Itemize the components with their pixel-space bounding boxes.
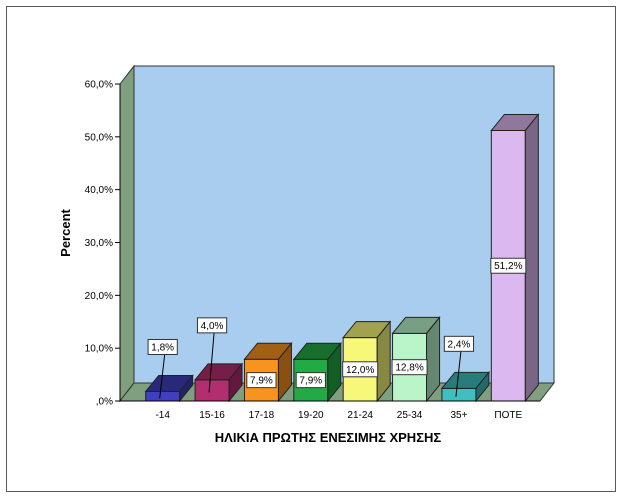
x-tick-label: 35+: [450, 410, 467, 421]
data-label-leader: [455, 351, 462, 397]
bar-side: [475, 370, 490, 403]
x-tick-label: -14: [155, 410, 170, 421]
bar-side: [426, 315, 441, 403]
data-label: 2,4%: [448, 339, 471, 350]
bar-ΠΟΤΕ: [490, 113, 540, 403]
x-tick-label: ΠΟΤΕ: [494, 410, 522, 421]
bar-front: [145, 390, 181, 402]
y-tick-label: 30,0%: [85, 238, 113, 249]
data-label: 7,9%: [250, 376, 273, 387]
left-wall: [119, 64, 135, 403]
x-tick-label: 15-16: [199, 410, 225, 421]
bar-35+: [440, 370, 490, 403]
bar-side: [228, 362, 243, 403]
y-tick-label: 50,0%: [85, 132, 113, 143]
y-tick-label: 10,0%: [85, 344, 113, 355]
data-label-box: [391, 359, 428, 376]
bar-side: [327, 341, 342, 403]
data-label-box: [147, 338, 178, 355]
y-axis: ,0% 10,0% 20,0% 30,0% 40,0% 50,0% 60,0%: [85, 80, 121, 408]
y-tick-label: 60,0%: [85, 80, 113, 91]
x-tick-label: 19-20: [298, 410, 324, 421]
bar-side: [179, 374, 194, 403]
x-axis-title: ΗΛΙΚΙΑ ΠΡΩΤΗΣ ΕΝΕΣΙΜΗΣ ΧΡΗΣΗΣ: [215, 430, 442, 445]
data-label-leader: [208, 332, 215, 393]
data-label: 1,8%: [151, 342, 174, 353]
data-label: 12,0%: [346, 365, 374, 376]
data-label: 7,9%: [299, 376, 322, 387]
bar-side: [277, 341, 292, 403]
data-label-box: [246, 372, 277, 389]
data-label: 12,8%: [395, 363, 423, 374]
data-label-box: [295, 372, 326, 389]
data-label-box: [342, 361, 379, 378]
x-tick-label: 17-18: [249, 410, 275, 421]
bar-side: [524, 113, 539, 403]
bar-side: [376, 320, 391, 403]
y-tick-label: 40,0%: [85, 185, 113, 196]
data-label: 4,0%: [201, 321, 224, 332]
x-tick-label: 25-34: [397, 410, 423, 421]
x-axis: -14 15-16 17-18 19-20 21-24 25-34 35+ ΠΟΤΕ: [120, 400, 540, 421]
y-tick-label: ,0%: [96, 397, 113, 408]
data-label-box: [443, 335, 475, 352]
y-tick-label: 20,0%: [85, 291, 113, 302]
data-label-box: [490, 257, 527, 274]
data-labels-layer: 1,8% 4,0% 7,9% 7,9% 12,0% 12,8% 2,4% 51,2%: [147, 257, 527, 399]
bar-front: [441, 387, 477, 402]
bar-15-16: [194, 362, 244, 403]
y-axis-title: Percent: [58, 208, 73, 256]
data-label: 51,2%: [494, 261, 522, 272]
bar-25-34: [391, 315, 441, 403]
data-label-leader: [159, 354, 166, 399]
data-label-box: [196, 317, 228, 334]
x-tick-label: 21-24: [347, 410, 373, 421]
bar-front: [194, 379, 230, 402]
